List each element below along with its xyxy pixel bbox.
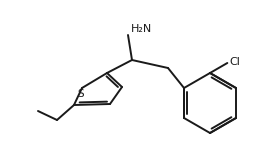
Text: H₂N: H₂N xyxy=(131,24,152,34)
Text: Cl: Cl xyxy=(229,57,240,67)
Text: S: S xyxy=(78,89,84,99)
